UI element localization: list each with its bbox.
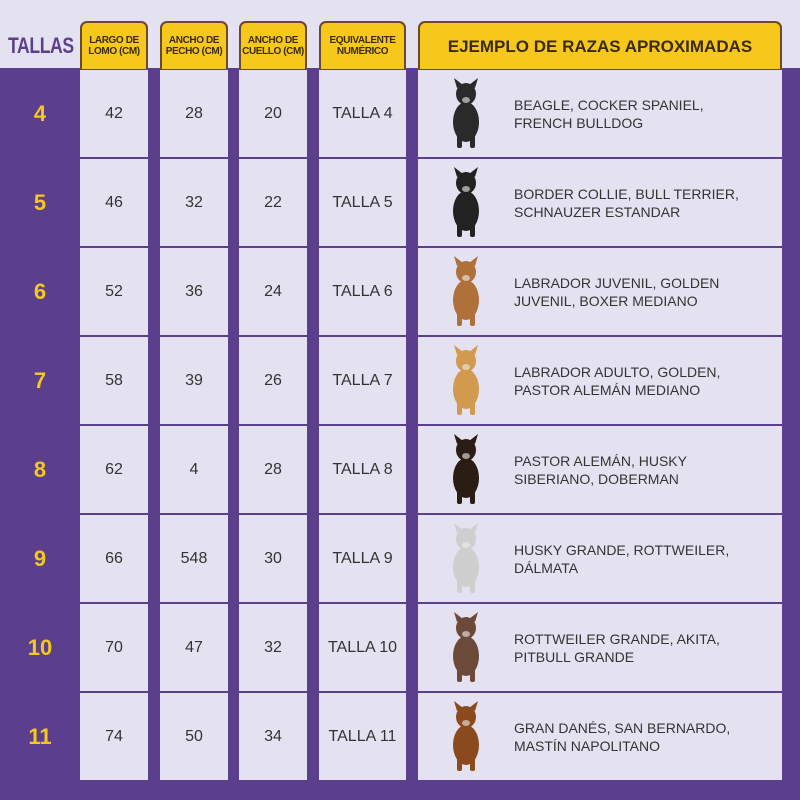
header-cuello: ANCHO DE CUELLO (CM) xyxy=(239,21,307,69)
table-row: 10 70 47 32 TALLA 10 ROTTWEILER GRANDE, … xyxy=(0,604,800,691)
table-row: 4 42 28 20 TALLA 4 BEAGLE, COCKER SPANIE… xyxy=(0,70,800,157)
razas-cell: BEAGLE, COCKER SPANIEL, FRENCH BULLDOG xyxy=(418,70,782,157)
largo-cell: 46 xyxy=(80,159,148,246)
razas-text: PASTOR ALEMÁN, HUSKY SIBERIANO, DOBERMAN xyxy=(514,452,687,487)
tallas-heading: TALLAS xyxy=(8,33,74,58)
cuello-cell: 22 xyxy=(239,159,307,246)
largo-cell: 52 xyxy=(80,248,148,335)
size-label: 10 xyxy=(27,634,53,660)
largo-cell: 66 xyxy=(80,515,148,602)
header-pecho: ANCHO DE PECHO (CM) xyxy=(160,21,228,69)
equivalente-cell: TALLA 7 xyxy=(319,337,406,424)
header-equivalente: EQUIVALENTE NUMÉRICO xyxy=(319,21,406,69)
equivalente-cell: TALLA 11 xyxy=(319,693,406,780)
pecho-cell: 32 xyxy=(160,159,228,246)
size-label: 4 xyxy=(33,100,47,126)
dog-image-icon xyxy=(453,77,479,148)
table-row: 11 74 50 34 TALLA 11 GRAN DANÉS, SAN BER… xyxy=(0,693,800,780)
size-label: 7 xyxy=(33,367,47,393)
dog-image-icon xyxy=(453,166,479,237)
largo-cell: 62 xyxy=(80,426,148,513)
pecho-cell: 47 xyxy=(160,604,228,691)
razas-text: BORDER COLLIE, BULL TERRIER, SCHNAUZER E… xyxy=(514,185,739,220)
cuello-cell: 20 xyxy=(239,70,307,157)
table-row: 7 58 39 26 TALLA 7 LABRADOR ADULTO, GOLD… xyxy=(0,337,800,424)
cuello-cell: 32 xyxy=(239,604,307,691)
cuello-cell: 28 xyxy=(239,426,307,513)
largo-cell: 70 xyxy=(80,604,148,691)
size-label: 11 xyxy=(28,723,52,749)
dog-image-icon xyxy=(453,433,479,504)
equivalente-cell: TALLA 4 xyxy=(319,70,406,157)
cuello-cell: 34 xyxy=(239,693,307,780)
equivalente-cell: TALLA 5 xyxy=(319,159,406,246)
pecho-cell: 548 xyxy=(160,515,228,602)
razas-text: HUSKY GRANDE, ROTTWEILER, DÁLMATA xyxy=(514,541,730,576)
pecho-cell: 28 xyxy=(160,70,228,157)
dog-image-icon xyxy=(453,255,479,326)
largo-cell: 74 xyxy=(80,693,148,780)
cuello-cell: 30 xyxy=(239,515,307,602)
razas-cell: HUSKY GRANDE, ROTTWEILER, DÁLMATA xyxy=(418,515,782,602)
size-label: 9 xyxy=(33,545,47,571)
equivalente-cell: TALLA 10 xyxy=(319,604,406,691)
dog-image-icon xyxy=(453,700,479,771)
header-razas: EJEMPLO DE RAZAS APROXIMADAS xyxy=(418,21,782,69)
dog-image-icon xyxy=(453,522,479,593)
cuello-cell: 26 xyxy=(239,337,307,424)
razas-cell: GRAN DANÉS, SAN BERNARDO, MASTÍN NAPOLIT… xyxy=(418,693,782,780)
table-row: 8 62 4 28 TALLA 8 PASTOR ALEMÁN, HUSKY S… xyxy=(0,426,800,513)
razas-text: GRAN DANÉS, SAN BERNARDO, MASTÍN NAPOLIT… xyxy=(514,719,731,754)
table-row: 9 66 548 30 TALLA 9 HUSKY GRANDE, ROTTWE… xyxy=(0,515,800,602)
razas-cell: LABRADOR JUVENIL, GOLDEN JUVENIL, BOXER … xyxy=(418,248,782,335)
razas-text: LABRADOR ADULTO, GOLDEN, PASTOR ALEMÁN M… xyxy=(514,363,721,398)
razas-cell: BORDER COLLIE, BULL TERRIER, SCHNAUZER E… xyxy=(418,159,782,246)
equivalente-cell: TALLA 6 xyxy=(319,248,406,335)
header-largo: LARGO DE LOMO (CM) xyxy=(80,21,148,69)
razas-text: ROTTWEILER GRANDE, AKITA, PITBULL GRANDE xyxy=(514,630,720,665)
razas-text: LABRADOR JUVENIL, GOLDEN JUVENIL, BOXER … xyxy=(514,274,720,309)
table-row: 5 46 32 22 TALLA 5 BORDER COLLIE, BULL T… xyxy=(0,159,800,246)
largo-cell: 58 xyxy=(80,337,148,424)
pecho-cell: 39 xyxy=(160,337,228,424)
equivalente-cell: TALLA 8 xyxy=(319,426,406,513)
cuello-cell: 24 xyxy=(239,248,307,335)
size-label: 5 xyxy=(33,189,47,215)
size-label: 6 xyxy=(33,278,47,304)
pecho-cell: 36 xyxy=(160,248,228,335)
table-row: 6 52 36 24 TALLA 6 LABRADOR JUVENIL, GOL… xyxy=(0,248,800,335)
razas-text: BEAGLE, COCKER SPANIEL, FRENCH BULLDOG xyxy=(514,96,704,131)
dog-image-icon xyxy=(453,344,479,415)
pecho-cell: 50 xyxy=(160,693,228,780)
razas-cell: LABRADOR ADULTO, GOLDEN, PASTOR ALEMÁN M… xyxy=(418,337,782,424)
razas-cell: ROTTWEILER GRANDE, AKITA, PITBULL GRANDE xyxy=(418,604,782,691)
dog-image-icon xyxy=(453,611,479,682)
razas-cell: PASTOR ALEMÁN, HUSKY SIBERIANO, DOBERMAN xyxy=(418,426,782,513)
equivalente-cell: TALLA 9 xyxy=(319,515,406,602)
largo-cell: 42 xyxy=(80,70,148,157)
pecho-cell: 4 xyxy=(160,426,228,513)
size-label: 8 xyxy=(33,456,47,482)
